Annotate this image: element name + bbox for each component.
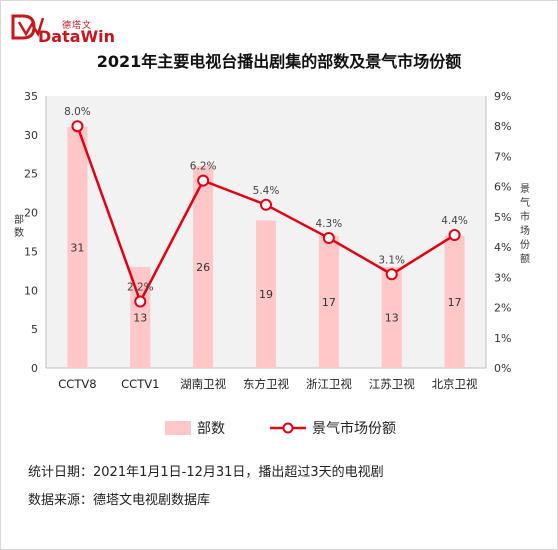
left-tick-label: 30 — [24, 129, 38, 142]
bar — [193, 165, 214, 368]
share-value-label: 8.0% — [64, 106, 91, 118]
bar — [381, 266, 402, 368]
right-tick-label: 0% — [494, 362, 511, 375]
share-point — [134, 295, 147, 308]
right-axis-title: 景气市场份额 — [520, 184, 530, 265]
share-value-label: 5.4% — [253, 185, 280, 197]
left-tick-label: 20 — [24, 207, 38, 220]
share-value-label: 6.2% — [190, 161, 217, 173]
bar — [255, 220, 277, 368]
category-label: CCTV8 — [58, 377, 96, 391]
left-tick-label: 10 — [24, 284, 38, 297]
bar-value-label: 17 — [322, 296, 336, 309]
datawin-logo-mark-icon — [11, 14, 44, 40]
bar-value-label: 31 — [70, 242, 84, 255]
brand-cn: 德塔文 — [62, 21, 93, 31]
right-tick-label: 7% — [494, 150, 511, 163]
category-label: 北京卫视 — [432, 377, 478, 391]
category-label: 湖南卫视 — [180, 377, 226, 391]
bar-value-label: 13 — [385, 311, 399, 324]
right-tick-label: 9% — [494, 90, 511, 103]
share-point — [448, 229, 461, 242]
category-label: CCTV1 — [121, 377, 159, 391]
right-tick-label: 5% — [494, 211, 511, 224]
right-tick-label: 8% — [494, 120, 511, 133]
category-label: 东方卫视 — [243, 377, 289, 391]
bar — [67, 127, 88, 368]
legend-line-swatch — [270, 422, 306, 434]
legend-item-line: 景气市场份额 — [270, 418, 396, 438]
right-tick-label: 4% — [494, 241, 511, 254]
share-value-label: 4.4% — [441, 215, 468, 227]
right-tick-label: 6% — [494, 181, 511, 194]
stat-date-note: 统计日期：2021年1月1日-12月31日，播出超过3天的电视剧 — [28, 465, 384, 480]
brand-en: DataWin — [38, 27, 116, 46]
category-label: 浙江卫视 — [306, 377, 352, 391]
chart-title: 2021年主要电视台播出剧集的部数及景气市场份额 — [96, 52, 462, 71]
legend-bar-swatch — [165, 421, 191, 435]
left-tick-label: 15 — [24, 245, 38, 258]
share-point — [197, 174, 210, 187]
share-value-label: 2.2% — [127, 282, 154, 294]
left-tick-label: 25 — [24, 168, 38, 181]
share-value-label: 4.3% — [316, 218, 343, 230]
right-tick-label: 2% — [494, 302, 511, 315]
bar-value-label: 26 — [196, 261, 210, 274]
bar — [318, 235, 339, 368]
share-point — [322, 232, 335, 245]
bar-value-label: 17 — [448, 296, 462, 309]
share-point — [385, 268, 398, 281]
left-axis-title: 部数 — [14, 215, 24, 239]
datawin-logo: 德塔文 DataWin — [10, 10, 120, 46]
left-tick-label: 0 — [31, 362, 38, 375]
share-point — [260, 198, 272, 211]
bar-value-label: 19 — [259, 288, 273, 301]
right-tick-label: 1% — [494, 332, 511, 345]
legend-bar-label: 部数 — [197, 421, 225, 437]
share-point — [71, 120, 84, 133]
bar — [444, 235, 465, 368]
source-note: 数据来源：德塔文电视剧数据库 — [28, 493, 211, 508]
left-tick-label: 5 — [31, 323, 38, 336]
left-tick-label: 35 — [24, 90, 38, 103]
category-label: 江苏卫视 — [369, 377, 415, 391]
bar-value-label: 13 — [133, 311, 147, 324]
legend: 部数 景气市场份额 — [0, 418, 558, 440]
legend-line-label: 景气市场份额 — [312, 421, 396, 437]
combo-chart: 0 5 10 15 20 25 30 35 0% 1% 2% 3% 4% 5% 6% 7% 8% 9% CCTV8 C… — [24, 90, 511, 391]
share-value-label: 3.1% — [378, 254, 405, 266]
right-tick-label: 3% — [494, 271, 511, 284]
legend-item-bar: 部数 — [165, 418, 225, 438]
